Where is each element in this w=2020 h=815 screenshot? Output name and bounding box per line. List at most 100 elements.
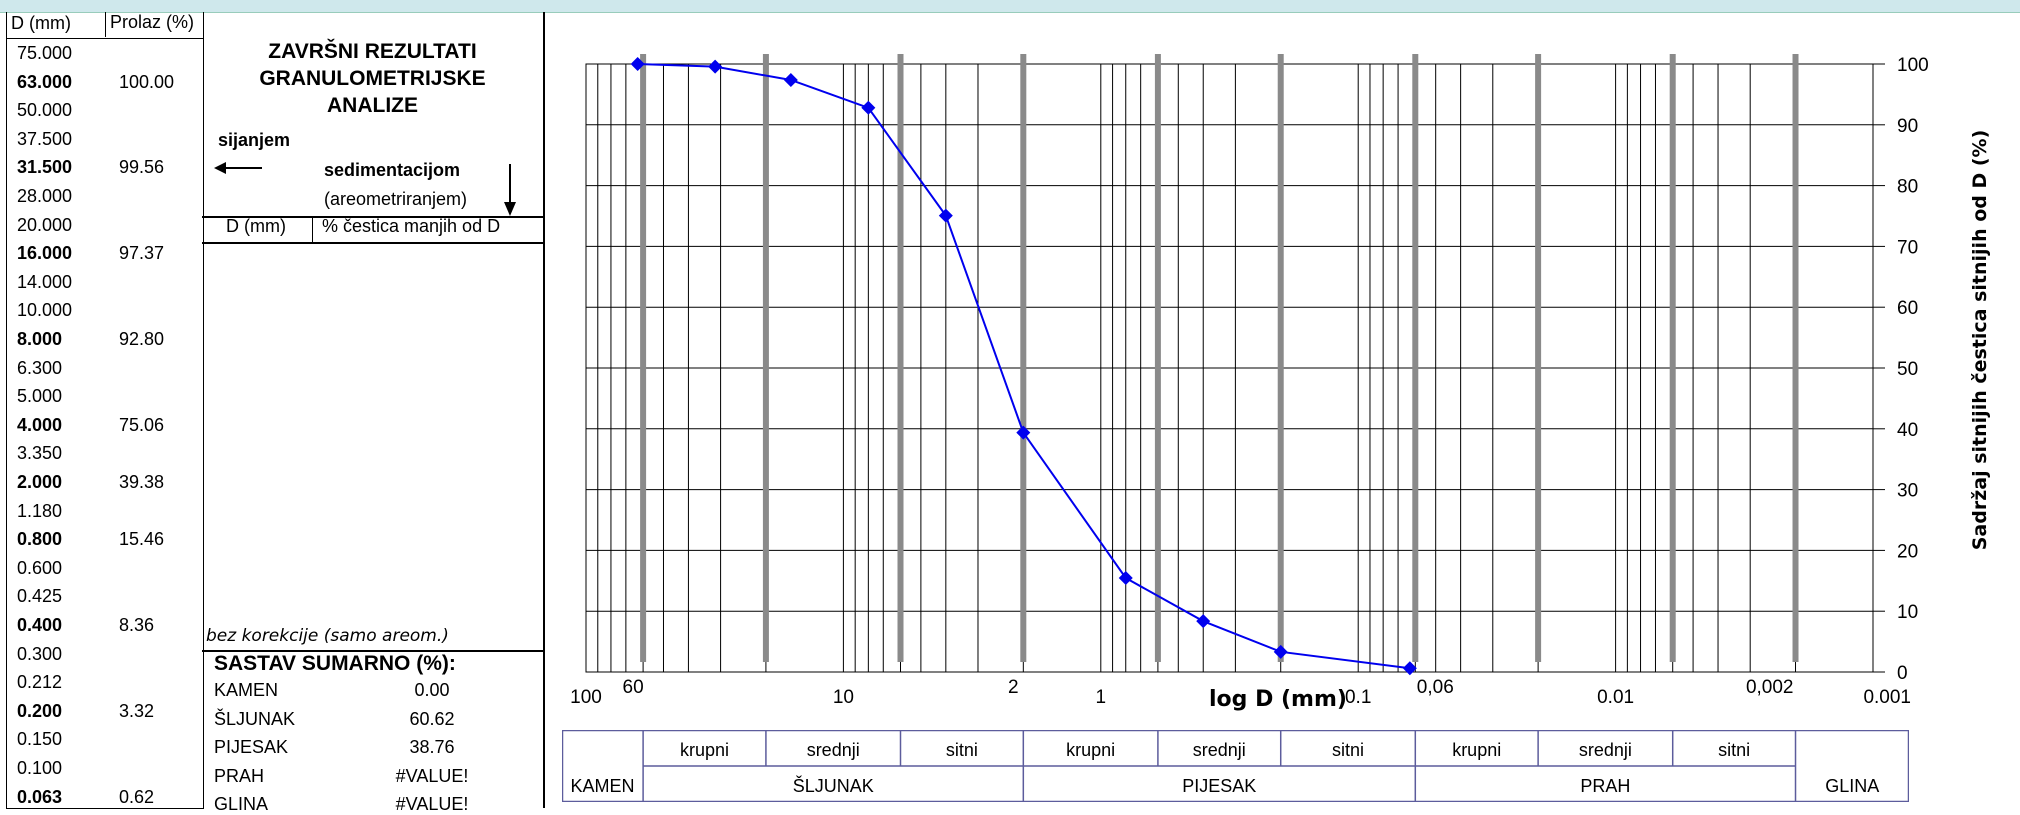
y-tick-label: 90 <box>1897 116 1918 137</box>
sieve-diameter: 5.000 <box>17 386 63 407</box>
summary-name: GLINA <box>214 794 269 815</box>
fraction-sublabel: krupni <box>680 740 729 760</box>
y-tick-label: 60 <box>1897 298 1918 319</box>
boundary-label: 2 <box>1008 677 1019 698</box>
table-row: 16.000 97.37 <box>7 240 203 269</box>
table-row: 4.000 75.06 <box>7 412 203 441</box>
arrow-left-icon <box>214 162 262 174</box>
y-tick-label: 70 <box>1897 237 1918 258</box>
data-point <box>1118 571 1133 586</box>
fraction-group-label: PIJESAK <box>1182 776 1256 796</box>
col-d-header: D (mm) <box>226 216 286 236</box>
sieve-diameter: 4.000 <box>17 414 63 435</box>
table-row: 37.500 <box>7 126 203 155</box>
y-tick-label: 10 <box>1897 602 1918 623</box>
sieve-passing: 8.36 <box>119 615 155 635</box>
table-row: 6.300 <box>7 355 203 384</box>
table-row: 0.150 <box>7 726 203 755</box>
panel-title-line1: ZAVRŠNI REZULTATI <box>268 40 477 63</box>
table-row: 0.600 <box>7 555 203 584</box>
data-point <box>938 208 953 223</box>
divider <box>202 650 543 652</box>
x-axis-label: log D (mm) <box>1209 687 1347 712</box>
data-point <box>708 59 723 74</box>
table-row: 5.000 <box>7 383 203 412</box>
data-point <box>1016 425 1031 440</box>
sieve-passing: 15.46 <box>119 529 165 550</box>
summary-value: #VALUE! <box>395 765 469 786</box>
sieve-diameter: 0.800 <box>17 529 63 550</box>
table-row: 63.000 100.00 <box>7 69 203 98</box>
data-point <box>1273 644 1288 659</box>
results-panel: ZAVRŠNI REZULTATI GRANULOMETRIJSKE ANALI… <box>202 12 545 814</box>
y-tick-label: 100 <box>1897 55 1929 76</box>
boundary-label: 60 <box>623 677 644 698</box>
fraction-group-label: ŠLJUNAK <box>793 775 874 796</box>
sieve-diameter: 0.400 <box>17 615 63 635</box>
sieve-diameter: 0.600 <box>17 557 63 578</box>
table-row: 28.000 <box>7 183 203 212</box>
y-axis-label: Sadržaj sitnijih čestica sitnijih od D (… <box>1969 130 1991 550</box>
y-tick-label: 20 <box>1897 541 1918 562</box>
boundary-label: 0,002 <box>1746 677 1794 698</box>
sieve-diameter: 0.100 <box>17 758 63 778</box>
sieve-diameter: 0.200 <box>17 700 63 721</box>
sieve-passing: 100.00 <box>119 71 175 92</box>
y-axis-label-box: Sadržaj sitnijih čestica sitnijih od D (… <box>1969 130 1991 550</box>
col-header-prolaz: Prolaz (%) <box>105 12 194 37</box>
fraction-sublabel: sitni <box>946 740 978 760</box>
data-point <box>783 72 798 87</box>
panel-title-line3: ANALIZE <box>327 94 418 117</box>
sieve-diameter: 75.000 <box>17 43 73 63</box>
fraction-sublabel: srednji <box>807 740 860 760</box>
sieve-diameter: 3.350 <box>17 443 63 464</box>
table-row: 0.800 15.46 <box>7 526 203 555</box>
fraction-sublabel: srednji <box>1579 740 1632 760</box>
sieve-table: D (mm) Prolaz (%) 75.000 63.000 100.00 50.0… <box>6 12 204 809</box>
sieve-diameter: 10.000 <box>17 300 73 321</box>
sieve-diameter: 20.000 <box>17 214 73 235</box>
correction-note: bez korekcije (samo areom.) <box>206 626 449 646</box>
sieve-diameter: 50.000 <box>17 100 73 121</box>
sieve-passing: 75.06 <box>119 414 165 435</box>
table-row: 0.212 <box>7 669 203 698</box>
x-tick-label: 10 <box>833 687 854 708</box>
summary-value: 60.62 <box>409 708 455 729</box>
table-row: 0.300 <box>7 641 203 670</box>
sieve-diameter: 31.500 <box>17 157 73 178</box>
sieve-table-header: D (mm) Prolaz (%) <box>7 12 203 39</box>
x-tick-label: 0.1 <box>1345 687 1371 708</box>
table-row: 50.000 <box>7 97 203 126</box>
sieve-diameter: 0.150 <box>17 729 63 750</box>
sieve-passing: 3.32 <box>119 700 155 721</box>
sieve-diameter: 28.000 <box>17 186 73 206</box>
table-row: 10.000 <box>7 297 203 326</box>
summary-name: KAMEN <box>214 680 279 700</box>
y-tick-label: 50 <box>1897 359 1918 380</box>
sedimentation-label: sedimentacijom <box>324 160 461 180</box>
panel-title-line2: GRANULOMETRIJSKE <box>259 67 486 90</box>
y-tick-label: 0 <box>1897 663 1908 684</box>
y-tick-label: 40 <box>1897 420 1918 441</box>
sieve-diameter: 0.212 <box>17 672 63 693</box>
summary-name: PRAH <box>214 765 265 786</box>
summary-value: #VALUE! <box>395 794 469 815</box>
sieve-diameter: 0.425 <box>17 586 63 607</box>
x-tick-label: 0.001 <box>1863 687 1911 708</box>
sieving-label: sijanjem <box>218 130 291 150</box>
summary-value: 38.76 <box>409 737 455 758</box>
data-point <box>630 57 645 71</box>
sieve-diameter: 37.500 <box>17 128 73 149</box>
data-point <box>1196 614 1211 629</box>
sieve-passing: 39.38 <box>119 472 165 492</box>
boundary-label: 0,06 <box>1417 677 1454 698</box>
sieve-diameter: 0.063 <box>17 786 63 807</box>
arrow-down-icon <box>504 164 516 216</box>
fraction-sublabel: krupni <box>1452 740 1501 760</box>
col-divider <box>312 216 313 242</box>
sieve-passing: 97.37 <box>119 243 165 264</box>
sieve-diameter: 8.000 <box>17 329 63 349</box>
table-row: 0.200 3.32 <box>7 698 203 727</box>
sieve-diameter: 2.000 <box>17 472 63 492</box>
fraction-group-label: GLINA <box>1825 776 1879 796</box>
